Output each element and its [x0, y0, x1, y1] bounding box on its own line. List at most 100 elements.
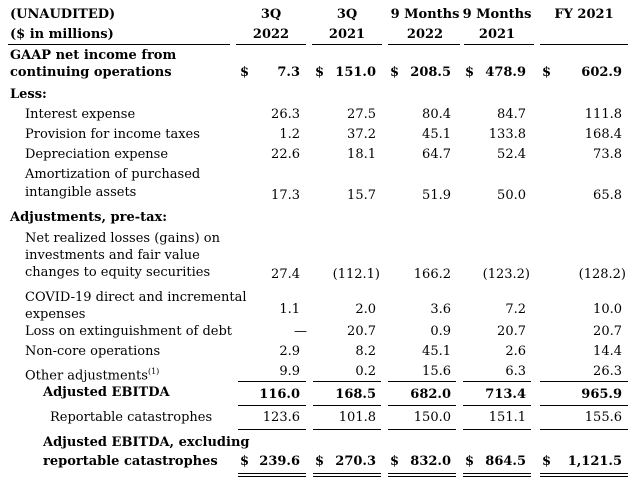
cell-covid-fy-2021: 10.0 [593, 302, 622, 317]
subtotal-rule [463, 405, 531, 406]
row-label-net-realized-line2: investments and fair value [25, 248, 200, 263]
cell-dep-fy-2021: 73.8 [593, 147, 622, 162]
subtotal-rule [388, 381, 456, 382]
section-label-adjustments: Adjustments, pre-tax: [10, 210, 168, 225]
cell-ebitda-fy-2021: 965.9 [581, 387, 622, 402]
col-header-3q-2022-line1: 3Q [260, 7, 282, 22]
row-label-loss-extinguishment: Loss on extinguishment of debt [25, 324, 233, 339]
cell-gaap-9m-2021: 478.9 [485, 65, 526, 80]
cell-dep-3q-2021: 18.1 [347, 147, 376, 162]
double-rule [388, 476, 456, 477]
row-label-net-realized-line3: changes to equity securities [25, 265, 211, 280]
cell-loss-9m-2022: 0.9 [430, 324, 451, 339]
double-rule [463, 473, 531, 474]
row-label-gaap-net-income-line2: continuing operations [10, 65, 172, 80]
row-label-gaap-net-income-line1: GAAP net income from [10, 48, 177, 63]
double-rule [388, 473, 456, 474]
cell-ebitda-3q-2021: 168.5 [335, 387, 376, 402]
cell-tax-3q-2021: 37.2 [347, 127, 376, 142]
cell-loss-9m-2021: 20.7 [497, 324, 526, 339]
cell-ebitdaex-9m-2022: 832.0 [410, 454, 451, 469]
cell-tax-9m-2022: 45.1 [422, 127, 451, 142]
cell-tax-fy-2021: 168.4 [584, 127, 622, 142]
header-label-units: ($ in millions) [10, 27, 114, 42]
other-adjustments-text: Other adjustments [25, 368, 148, 384]
row-label-other-adjustments: Other adjustments(1) [25, 364, 159, 384]
cell-amort-9m-2022: 51.9 [422, 188, 451, 203]
header-rule [236, 44, 306, 45]
cell-ebitdaex-3q-2022: 239.6 [259, 454, 300, 469]
cell-amort-3q-2022: 17.3 [271, 188, 300, 203]
currency-symbol: $ [390, 454, 400, 469]
cell-gaap-3q-2021: 151.0 [335, 65, 376, 80]
header-rule [464, 44, 534, 45]
footnote-marker: (1) [147, 367, 160, 376]
currency-symbol: $ [465, 454, 475, 469]
cell-interest-3q-2022: 26.3 [271, 107, 300, 122]
currency-symbol: $ [542, 65, 552, 80]
currency-symbol: $ [390, 65, 400, 80]
cell-netreal-9m-2022: 166.2 [413, 267, 451, 282]
col-header-3q-2022-line2: 2022 [252, 27, 290, 42]
currency-symbol: $ [542, 454, 552, 469]
cell-cat-9m-2021: 151.1 [488, 410, 526, 425]
cell-gaap-9m-2022: 208.5 [410, 65, 451, 80]
cell-amort-9m-2021: 50.0 [497, 188, 526, 203]
cell-netreal-fy-2021: (128.2) [578, 267, 626, 282]
cell-interest-fy-2021: 111.8 [584, 107, 622, 122]
cell-loss-3q-2021: 20.7 [347, 324, 376, 339]
cell-ebitda-3q-2022: 116.0 [259, 387, 300, 402]
header-label-unaudited: (UNAUDITED) [10, 7, 116, 22]
row-label-amortization-line2: intangible assets [25, 185, 137, 200]
subtotal-rule [238, 381, 306, 382]
cell-noncore-3q-2022: 2.9 [279, 344, 300, 359]
subtotal-rule [388, 429, 456, 430]
row-label-non-core-operations: Non-core operations [25, 344, 161, 359]
double-rule [238, 473, 306, 474]
col-header-fy-2021: FY 2021 [554, 7, 614, 22]
row-label-income-taxes: Provision for income taxes [25, 127, 200, 142]
col-header-9m-2021-line1: 9 Months [462, 7, 532, 22]
header-rule [540, 44, 628, 45]
cell-cat-fy-2021: 155.6 [584, 410, 622, 425]
cell-cat-3q-2022: 123.6 [262, 410, 300, 425]
subtotal-rule [313, 429, 381, 430]
header-rule [8, 44, 230, 45]
col-header-3q-2021-line1: 3Q [336, 7, 358, 22]
cell-dep-9m-2021: 52.4 [497, 147, 526, 162]
row-label-adjusted-ebitda: Adjusted EBITDA [43, 385, 170, 400]
subtotal-rule [388, 405, 456, 406]
row-label-interest-expense: Interest expense [25, 107, 136, 122]
cell-ebitda-9m-2022: 682.0 [410, 387, 451, 402]
cell-netreal-3q-2022: 27.4 [271, 267, 300, 282]
currency-symbol: $ [465, 65, 475, 80]
row-label-covid-line1: COVID-19 direct and incremental [25, 290, 247, 305]
header-rule [312, 44, 382, 45]
cell-loss-fy-2021: 20.7 [593, 324, 622, 339]
cell-other-9m-2022: 15.6 [422, 364, 451, 379]
double-rule [463, 476, 531, 477]
cell-gaap-3q-2022: 7.3 [277, 65, 300, 80]
cell-dep-3q-2022: 22.6 [271, 147, 300, 162]
cell-noncore-3q-2021: 8.2 [355, 344, 376, 359]
cell-ebitda-9m-2021: 713.4 [485, 387, 526, 402]
row-label-depreciation: Depreciation expense [25, 147, 169, 162]
cell-other-9m-2021: 6.3 [505, 364, 526, 379]
cell-covid-3q-2022: 1.1 [279, 302, 300, 317]
subtotal-rule [238, 405, 306, 406]
col-header-9m-2021-line2: 2021 [478, 27, 516, 42]
double-rule [540, 473, 628, 474]
col-header-3q-2021-line2: 2021 [328, 27, 366, 42]
subtotal-rule [238, 429, 306, 430]
row-label-amortization-line1: Amortization of purchased [25, 167, 201, 182]
col-header-9m-2022-line2: 2022 [406, 27, 444, 42]
cell-dep-9m-2022: 64.7 [422, 147, 451, 162]
cell-ebitdaex-9m-2021: 864.5 [485, 454, 526, 469]
subtotal-rule [313, 405, 381, 406]
currency-symbol: $ [240, 454, 250, 469]
currency-symbol: $ [315, 65, 325, 80]
row-label-reportable-catastrophes: Reportable catastrophes [50, 410, 213, 425]
row-label-ebitda-ex-cat-line1: Adjusted EBITDA, excluding [43, 435, 250, 450]
subtotal-rule [463, 429, 531, 430]
subtotal-rule [540, 429, 628, 430]
